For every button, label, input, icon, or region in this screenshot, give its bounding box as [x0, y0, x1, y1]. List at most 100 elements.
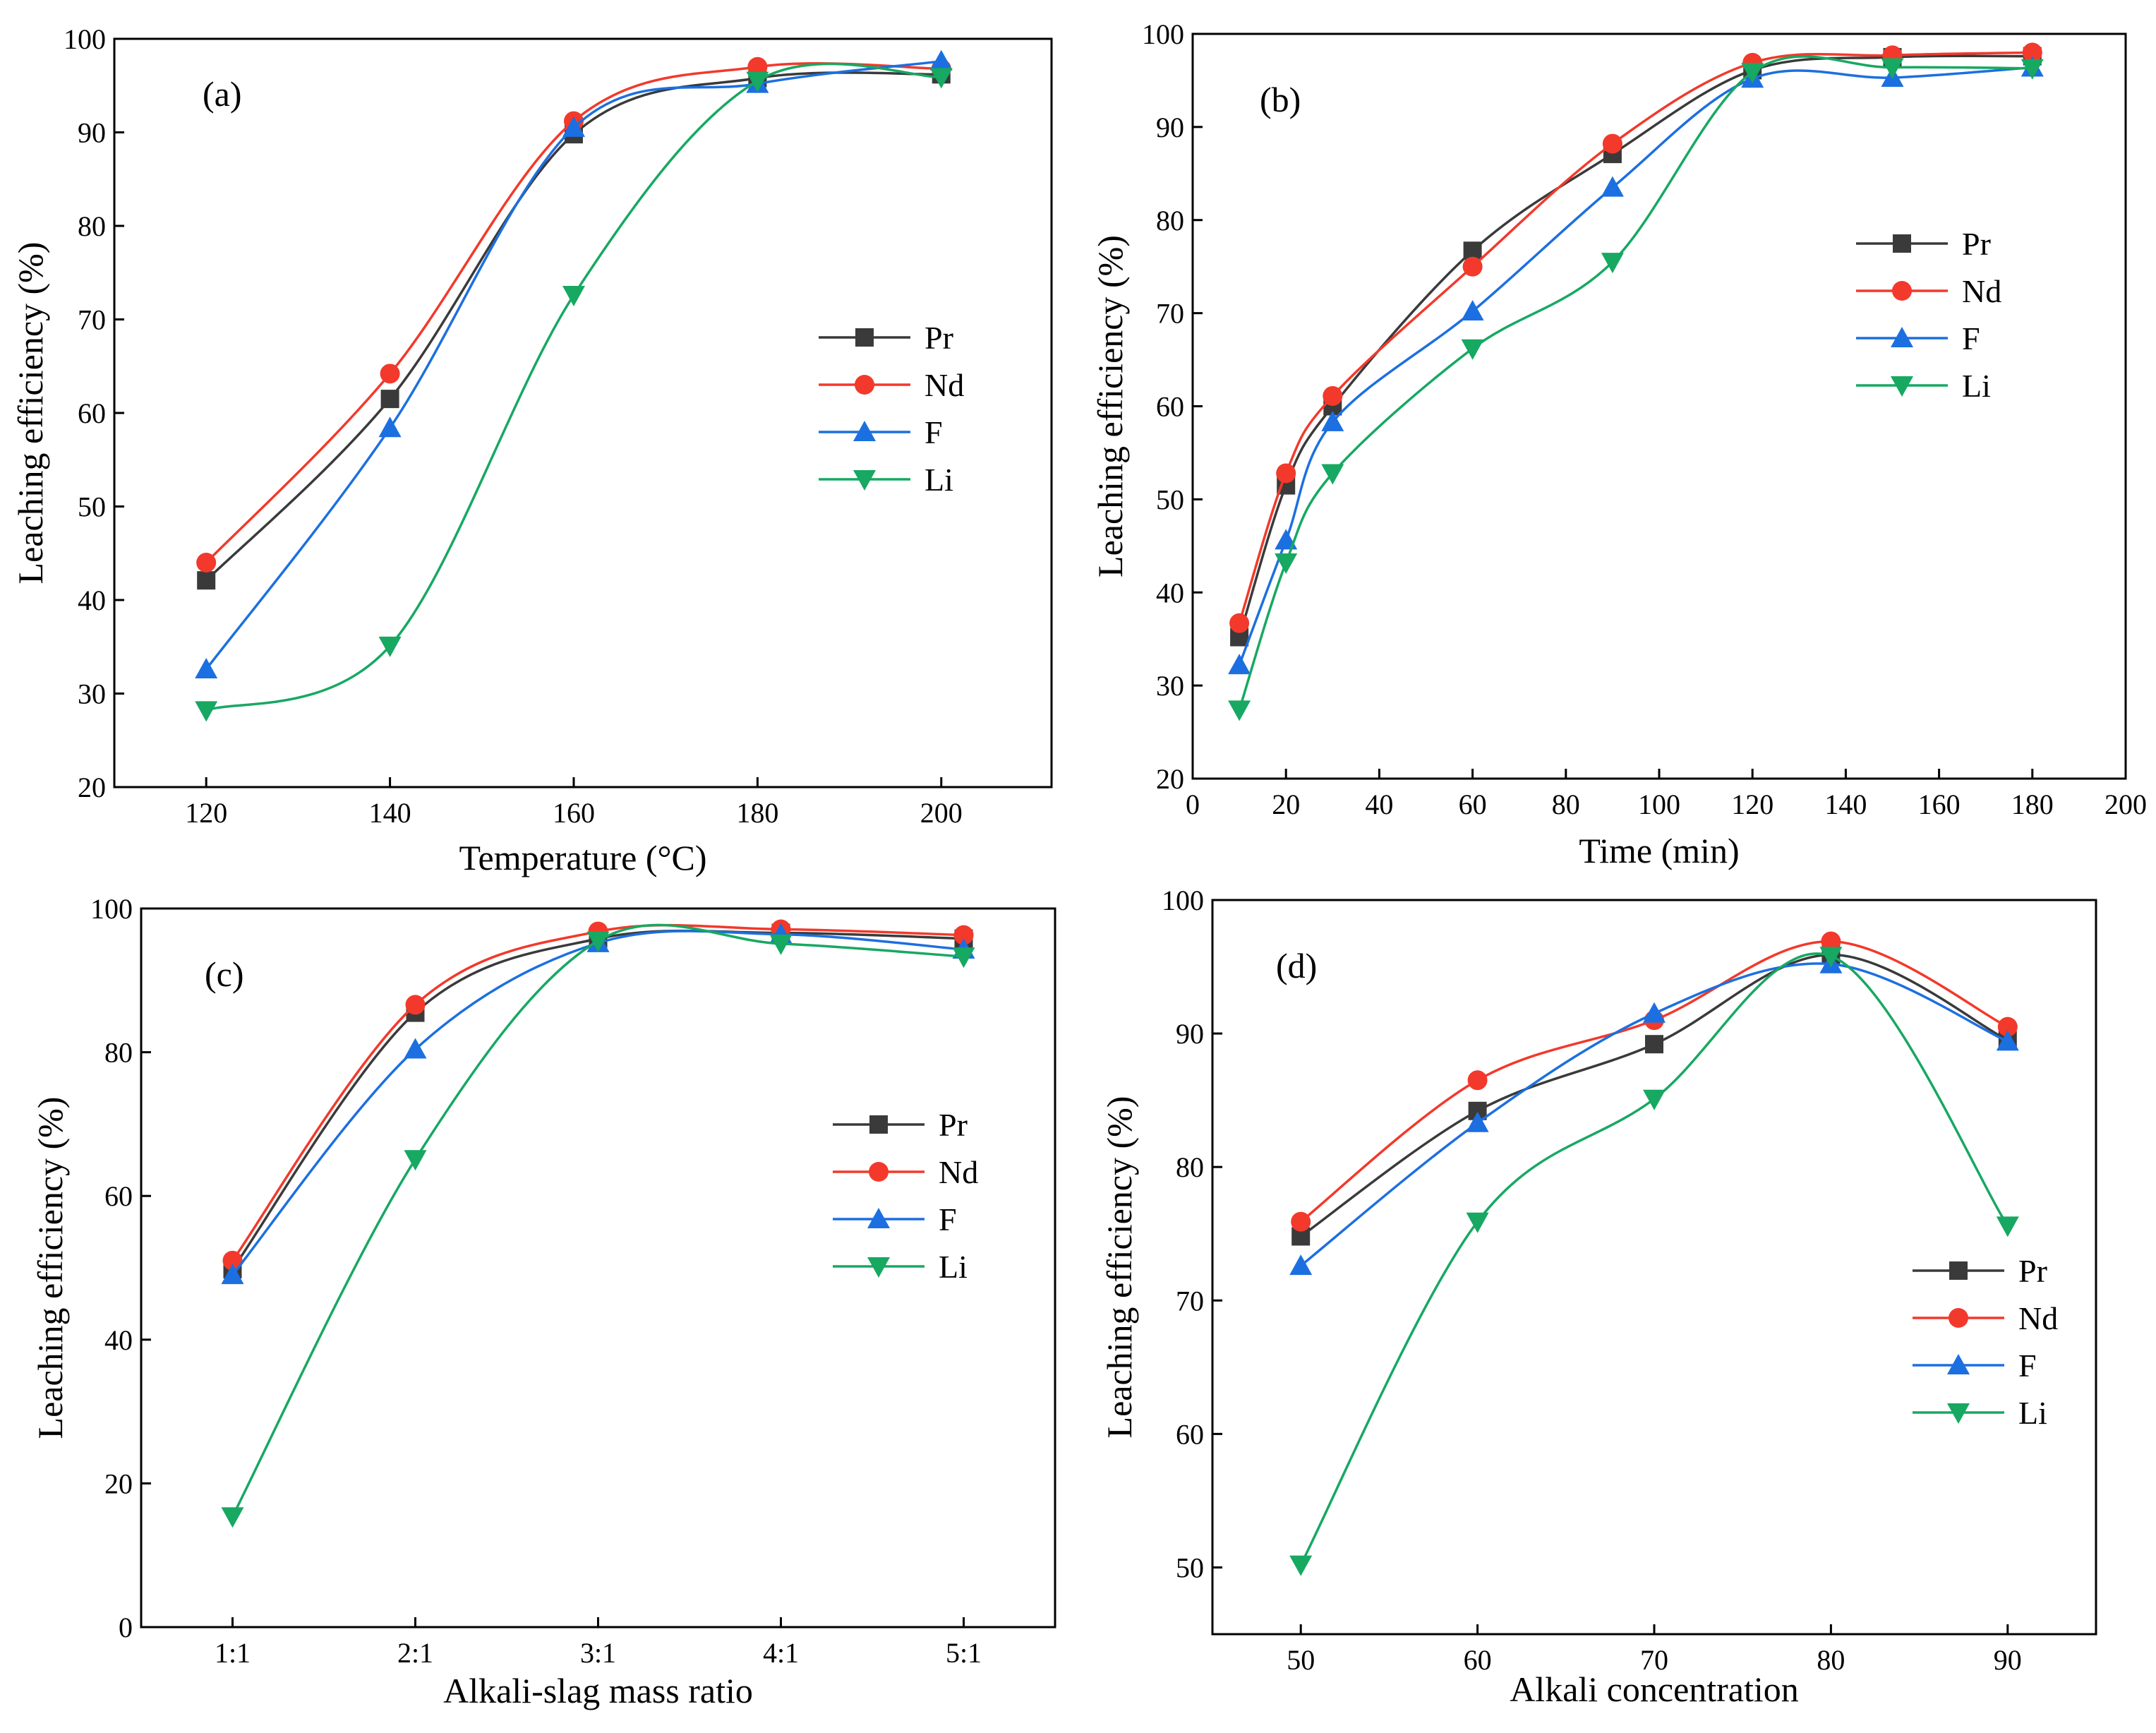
data-point-nd — [1821, 931, 1841, 952]
y-tick-label: 100 — [1162, 885, 1204, 916]
legend-label-li: Li — [939, 1249, 968, 1285]
x-tick-label: 80 — [1817, 1644, 1845, 1676]
y-tick-label: 70 — [1156, 298, 1184, 330]
x-tick-label: 120 — [185, 797, 227, 829]
series-line-nd — [1300, 940, 2009, 1223]
data-point-nd — [380, 364, 400, 384]
series-pr — [1230, 47, 2042, 647]
x-tick-label: 2:1 — [397, 1637, 433, 1669]
legend-label-nd: Nd — [1962, 273, 2001, 309]
data-point-nd — [1467, 1070, 1488, 1091]
data-point-f — [1461, 299, 1484, 320]
data-point-nd — [1323, 385, 1343, 406]
legend-label-nd: Nd — [939, 1154, 978, 1190]
series-f — [195, 49, 953, 679]
plot-frame — [140, 907, 1056, 1629]
y-tick-label: 60 — [78, 397, 106, 429]
y-tick-label: 100 — [64, 23, 106, 55]
x-tick-label: 200 — [920, 797, 963, 829]
data-point-f — [221, 1264, 244, 1285]
y-tick-label: 60 — [104, 1180, 133, 1212]
data-point-li — [1601, 253, 1624, 274]
y-tick-label: 60 — [1156, 391, 1184, 423]
y-axis-label: Leaching efficiency (%) — [11, 242, 50, 584]
legend: Pr Nd F Li — [1913, 1253, 2058, 1431]
legend-label-nd: Nd — [925, 367, 964, 403]
legend-label-nd: Nd — [2018, 1300, 2058, 1336]
x-tick-label: 120 — [1731, 788, 1773, 820]
data-point-li — [1643, 1089, 1666, 1110]
data-point-li — [1228, 700, 1251, 721]
legend-marker-f — [853, 421, 876, 441]
series-pr — [197, 65, 951, 590]
y-tick-label: 90 — [1156, 112, 1184, 143]
x-tick-label: 40 — [1365, 788, 1393, 820]
legend-label-pr: Pr — [939, 1107, 968, 1143]
y-tick-label: 50 — [78, 491, 106, 523]
data-point-li — [1819, 947, 1843, 968]
legend-marker-pr — [869, 1115, 888, 1134]
data-point-li — [929, 68, 953, 89]
x-tick-label: 3:1 — [580, 1637, 616, 1669]
y-tick-label: 100 — [1142, 18, 1184, 50]
data-point-nd — [196, 553, 217, 572]
legend-label-pr: Pr — [1962, 226, 1991, 262]
legend-marker-li — [853, 470, 876, 491]
legend-marker-nd — [1892, 281, 1912, 301]
legend-marker-pr — [855, 328, 874, 347]
x-tick-label: 140 — [1824, 788, 1867, 820]
y-tick-label: 40 — [1156, 577, 1184, 608]
data-point-li — [586, 931, 610, 952]
data-point-li — [562, 286, 585, 307]
series-line-f — [1238, 66, 2032, 666]
y-tick-label: 100 — [90, 893, 133, 925]
y-tick-label: 80 — [104, 1037, 133, 1069]
data-point-f — [929, 49, 953, 71]
legend-label-f: F — [2018, 1348, 2037, 1384]
legend-marker-li — [1891, 376, 1913, 397]
series-line-pr — [205, 71, 941, 582]
series-f — [1289, 952, 2019, 1276]
data-point-li — [1741, 63, 1764, 84]
data-point-pr — [1645, 1035, 1663, 1054]
data-point-f — [404, 1038, 427, 1059]
panel-label: (a) — [203, 74, 242, 114]
legend-label-f: F — [1962, 320, 1980, 356]
series-line-nd — [1238, 51, 2032, 624]
x-tick-label: 5:1 — [946, 1637, 982, 1669]
panel-a: 120 140 160 180 200 20 30 40 50 60 70 80 90 100 Temper… — [11, 23, 1053, 877]
data-point-nd — [953, 925, 974, 945]
x-tick-label: 160 — [553, 797, 595, 829]
series-line-pr — [231, 929, 964, 1271]
y-tick-label: 90 — [1176, 1018, 1204, 1050]
data-point-f — [1228, 654, 1251, 675]
panel-label: (d) — [1276, 946, 1317, 985]
x-tick-label: 140 — [369, 797, 411, 829]
x-tick-label: 200 — [2104, 788, 2147, 820]
data-point-li — [195, 701, 218, 722]
series-nd — [222, 919, 974, 1271]
data-point-li — [952, 947, 975, 969]
series-line-f — [231, 930, 964, 1276]
panel-label: (b) — [1260, 80, 1301, 119]
legend-marker-pr — [1893, 234, 1911, 253]
series-line-li — [205, 62, 941, 712]
legend-label-li: Li — [2018, 1395, 2047, 1431]
x-tick-label: 60 — [1464, 1644, 1492, 1676]
legend-label-f: F — [939, 1201, 957, 1237]
y-tick-label: 50 — [1156, 484, 1184, 515]
data-point-f — [1289, 1254, 1313, 1276]
data-point-f — [378, 416, 402, 438]
legend: Pr Nd F Li — [833, 1107, 978, 1285]
y-tick-label: 50 — [1176, 1552, 1204, 1583]
x-tick-label: 80 — [1552, 788, 1580, 820]
legend-marker-f — [867, 1208, 890, 1228]
series-nd — [1291, 931, 2018, 1232]
data-point-nd — [1291, 1211, 1311, 1232]
data-point-f — [195, 658, 218, 679]
y-tick-label: 0 — [119, 1612, 133, 1643]
series-li — [221, 923, 975, 1528]
data-point-f — [1643, 1002, 1666, 1023]
legend-marker-nd — [869, 1162, 889, 1182]
